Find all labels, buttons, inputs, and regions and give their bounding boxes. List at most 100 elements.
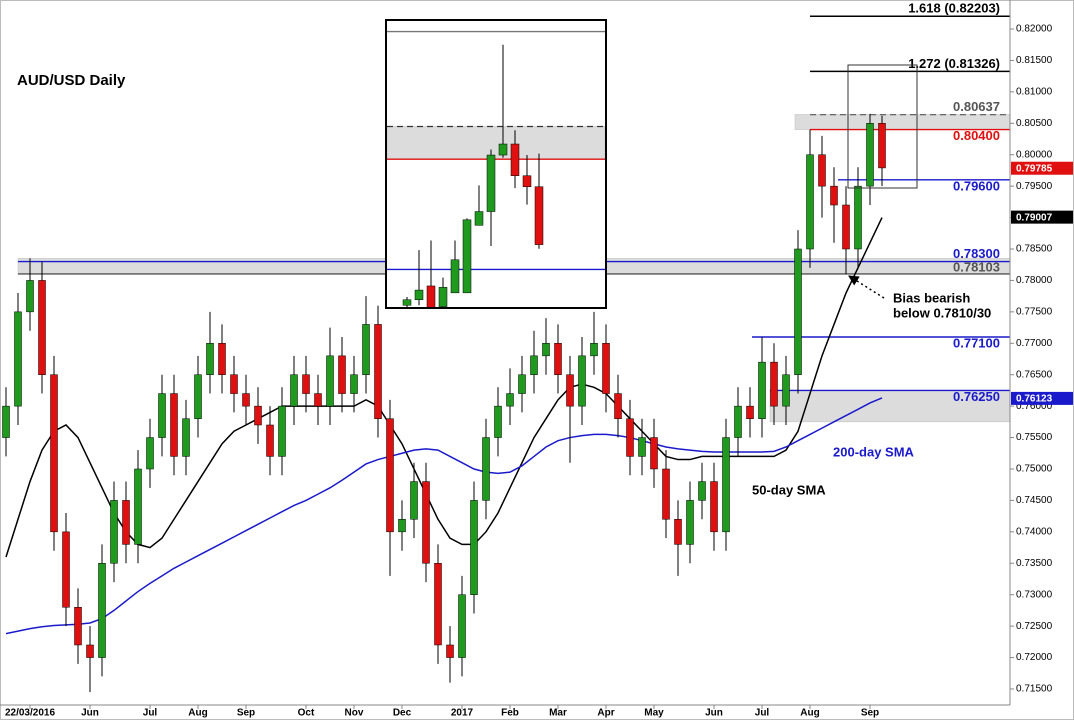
x-tick-label: May — [644, 708, 664, 719]
level-label: 0.80637 — [953, 99, 1000, 114]
y-tick-label: 0.76500 — [1016, 369, 1053, 380]
candle-body — [462, 219, 472, 294]
candle-body — [194, 374, 202, 419]
x-tick-label: Jul — [755, 708, 770, 719]
x-tick-label: Sep — [861, 708, 879, 719]
candle-body — [170, 393, 178, 457]
candle-body — [534, 186, 544, 245]
candle-body — [554, 343, 562, 375]
y-tick-label: 0.81500 — [1016, 55, 1053, 66]
candle-body — [422, 481, 430, 564]
inset-background — [386, 20, 606, 308]
level-label: 0.79600 — [953, 178, 1000, 193]
candle-body — [614, 393, 622, 419]
candle-body — [734, 405, 742, 438]
x-tick-label: Jun — [705, 708, 723, 719]
sma-line — [5, 217, 883, 558]
series-label: 200-day SMA — [833, 444, 915, 459]
candle-body — [486, 154, 496, 212]
candle-body — [434, 563, 442, 646]
x-tick-label: Feb — [501, 708, 519, 719]
candle-body — [98, 563, 106, 658]
candle-body — [86, 644, 94, 658]
x-tick-label: Jul — [143, 708, 158, 719]
candle-body — [686, 500, 694, 545]
candle-body — [438, 287, 448, 307]
candle-body — [122, 500, 130, 545]
candle-body — [590, 343, 598, 357]
y-tick-label: 0.81000 — [1016, 87, 1053, 98]
candle-body — [770, 361, 778, 407]
candle-body — [794, 248, 802, 375]
candle-body — [542, 343, 550, 357]
candle-body — [278, 405, 286, 457]
candle-body — [206, 343, 214, 375]
candle-body — [38, 280, 46, 375]
candle-body — [602, 343, 610, 394]
y-tick-label: 0.78500 — [1016, 244, 1053, 255]
y-tick-label: 0.74000 — [1016, 526, 1053, 537]
candle-body — [398, 519, 406, 533]
y-tick-label: 0.71500 — [1016, 684, 1053, 695]
candle-body — [474, 211, 484, 226]
candle-body — [26, 280, 34, 313]
candle-body — [806, 154, 814, 250]
candle-body — [710, 481, 718, 533]
candle-body — [522, 175, 532, 187]
level-label: 1.272 (0.81326) — [908, 56, 1000, 71]
y-tick-label: 0.74500 — [1016, 495, 1053, 506]
x-tick-label: Apr — [597, 708, 614, 719]
y-tick-label: 0.80500 — [1016, 118, 1053, 129]
candle-body — [326, 355, 334, 407]
candle-body — [818, 154, 826, 187]
candle-body — [518, 374, 526, 394]
candle-body — [662, 468, 670, 520]
candle-body — [254, 405, 262, 426]
candle-body — [566, 374, 574, 407]
candle-body — [426, 285, 436, 309]
candle-body — [450, 259, 460, 294]
candle-body — [338, 355, 346, 394]
x-tick-label: Aug — [188, 708, 207, 719]
y-tick-label: 0.82000 — [1016, 24, 1053, 35]
candle-body — [578, 355, 586, 407]
x-tick-label: Sep — [237, 708, 255, 719]
candle-body — [494, 405, 502, 438]
candle-body — [74, 607, 82, 646]
y-tick-label: 0.77000 — [1016, 338, 1053, 349]
candle-body — [62, 531, 70, 608]
candle-body — [866, 123, 874, 187]
candle-body — [650, 437, 658, 470]
level-label: 1.618 (0.82203) — [908, 1, 1000, 16]
chart-title: AUD/USD Daily — [17, 72, 126, 89]
candle-body — [626, 418, 634, 457]
inset-frame — [385, 19, 607, 309]
y-tick-label: 0.72500 — [1016, 621, 1053, 632]
x-tick-label: Aug — [800, 708, 819, 719]
inset-chart — [386, 20, 606, 309]
candle-body — [746, 405, 754, 419]
candle-body — [458, 594, 466, 658]
candle-body — [830, 185, 838, 206]
x-tick-label: Dec — [393, 708, 412, 719]
candle-body — [350, 374, 358, 394]
x-tick-label: Jun — [81, 708, 99, 719]
candle-body — [842, 204, 850, 250]
candle-body — [290, 374, 298, 407]
candle-body — [414, 289, 424, 300]
candle-body — [134, 468, 142, 545]
candle-body — [302, 374, 310, 394]
candle-body — [782, 374, 790, 407]
candle-body — [722, 437, 730, 533]
sma-line — [5, 397, 883, 635]
candle-body — [878, 123, 886, 169]
zone — [386, 126, 606, 160]
candle-body — [242, 393, 250, 407]
y-tick-label: 0.72000 — [1016, 652, 1053, 663]
level-label: 0.77100 — [953, 335, 1000, 350]
candle-body — [362, 324, 370, 375]
y-tick-label: 0.80000 — [1016, 149, 1053, 160]
y-tick-label: 0.77500 — [1016, 306, 1053, 317]
